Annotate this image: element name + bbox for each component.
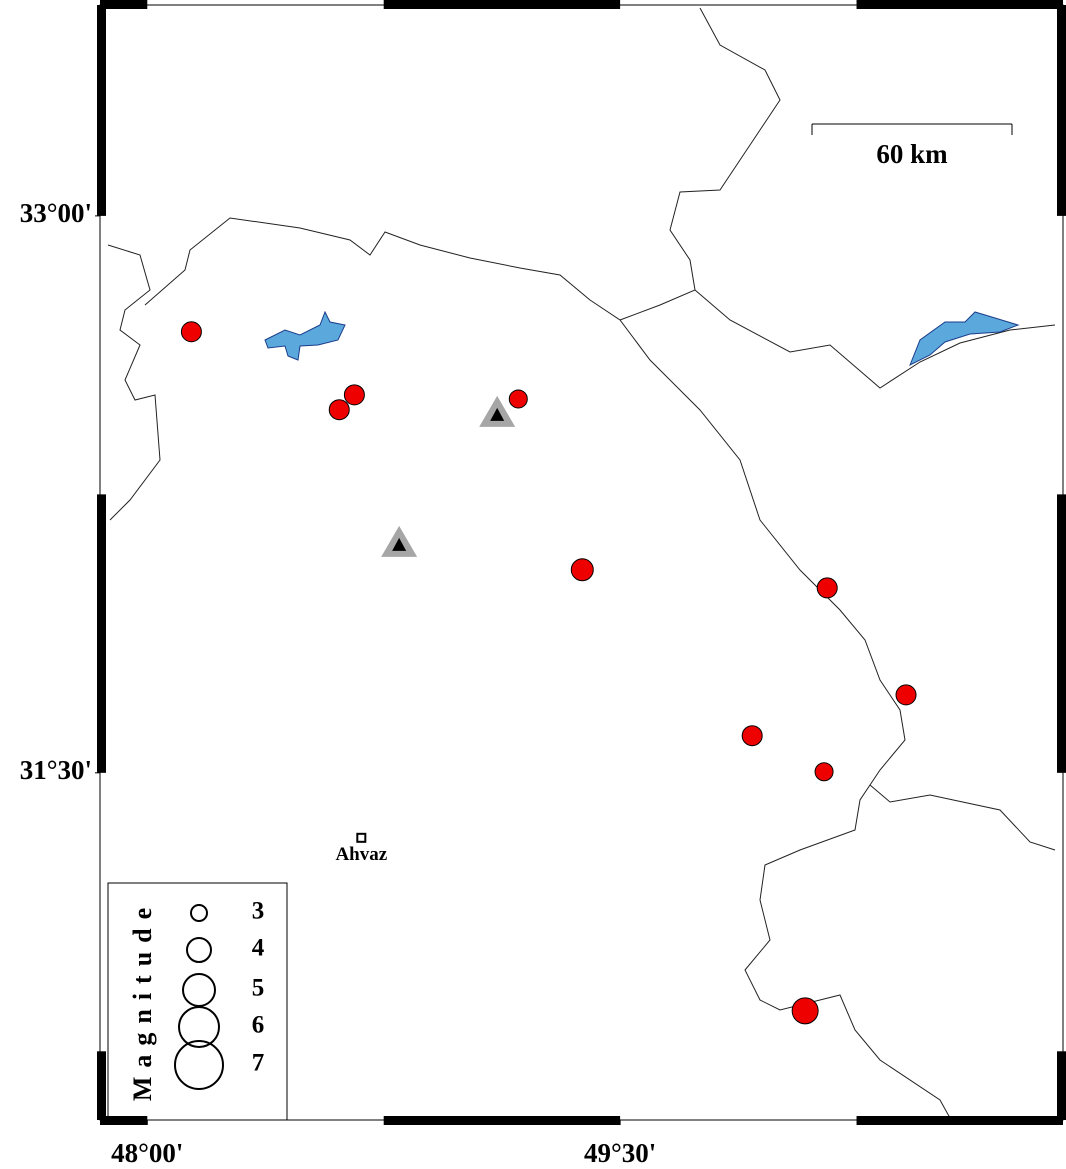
event [328, 399, 350, 421]
frame-bar [97, 5, 106, 216]
frame-bar [856, 1116, 1063, 1125]
frame-bar [856, 0, 1063, 9]
legend-box [107, 882, 288, 1121]
legend-label: 4 [252, 935, 265, 962]
station-core [490, 407, 505, 421]
frame-bar [383, 1116, 621, 1125]
frame-bar [97, 1051, 106, 1120]
border [694, 289, 1056, 389]
frame-bar [1057, 5, 1066, 216]
station [479, 395, 516, 427]
legend-circle [178, 1006, 220, 1048]
event [508, 389, 528, 409]
frame-bar [1057, 1051, 1066, 1120]
event [895, 684, 917, 706]
legend: Magnitude 3 4 5 6 7 [107, 882, 288, 1121]
station-core [392, 537, 407, 551]
frame-bar [1057, 494, 1066, 773]
scale-bar: 60 km [811, 123, 1013, 169]
event [791, 997, 819, 1025]
legend-label: 5 [252, 975, 265, 1002]
legend-label: 7 [252, 1050, 265, 1077]
city-label: Ahvaz [335, 844, 387, 865]
y-tick-label: 31°30' [20, 755, 92, 785]
border [144, 217, 951, 1119]
legend-circle [186, 937, 212, 963]
legend-label: 6 [252, 1012, 265, 1039]
legend-circle [174, 1040, 224, 1090]
event [180, 321, 202, 343]
frame-bar [100, 1116, 148, 1125]
legend-circle [190, 904, 208, 922]
frame-bar [383, 0, 621, 9]
station [381, 525, 418, 557]
frame-bar [97, 494, 106, 773]
event [814, 762, 834, 782]
x-tick-label: 48°00' [111, 1138, 183, 1168]
city-marker [356, 832, 367, 843]
event [343, 384, 365, 406]
y-tick-label: 33°00' [20, 198, 92, 228]
border [869, 784, 1056, 851]
borders [107, 7, 1056, 1119]
event [570, 558, 594, 582]
legend-label: 3 [252, 898, 265, 925]
scale-label: 60 km [876, 139, 948, 169]
event [741, 725, 763, 747]
event [816, 577, 838, 599]
border [107, 244, 161, 521]
lake [264, 310, 346, 361]
lake [909, 311, 1020, 367]
frame-bar [100, 0, 148, 9]
legend-title: Magnitude [128, 899, 157, 1101]
x-tick-label: 49°30' [584, 1138, 656, 1168]
